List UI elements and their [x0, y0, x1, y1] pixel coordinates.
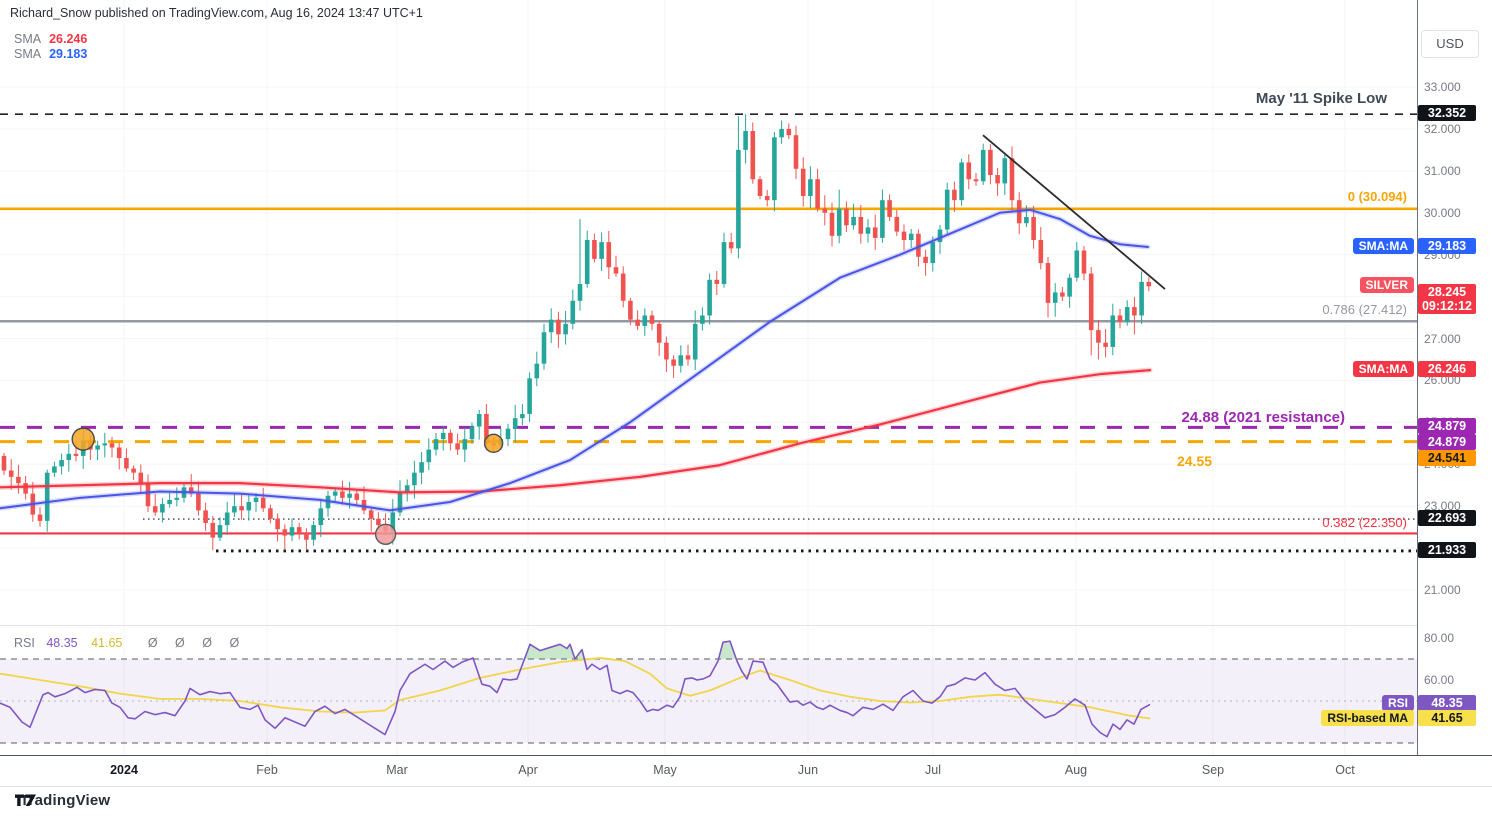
circle-marker [483, 433, 504, 454]
month-label: Mar [386, 763, 408, 777]
price-tick: 30.000 [1424, 205, 1461, 220]
rsi-tick: 60.00 [1424, 673, 1455, 687]
annotation-label: 0.382 (22.350) [1322, 515, 1407, 531]
sma-legend-row[interactable]: SMA 26.246 [14, 32, 88, 46]
price-axis[interactable]: 33.00032.00031.00030.00029.00028.00027.0… [1418, 0, 1492, 755]
axis-badge: 28.245 09:12:12 [1418, 284, 1476, 315]
month-label: Sep [1201, 763, 1225, 777]
rsi-overbought-fill [524, 644, 575, 659]
axis-badge: 24.879 [1418, 418, 1476, 435]
month-label: Aug [1064, 763, 1088, 777]
rsi-pane-separator[interactable] [0, 625, 1417, 626]
chart-title: Richard_Snow published on TradingView.co… [10, 6, 423, 20]
series-pill-sma-ma[interactable]: SMA:MA [1352, 238, 1414, 254]
rsi-overbought-fill [718, 641, 737, 659]
rsi-value: 48.35 [46, 636, 78, 650]
sma-legend-row[interactable]: SMA 29.183 [14, 47, 88, 61]
axis-badge: 29.183 [1418, 238, 1476, 254]
axis-badge: 24.541 [1418, 449, 1476, 466]
axis-badge: 41.65 [1418, 709, 1476, 726]
trendline [982, 134, 1166, 290]
series-pill-rsi-based-ma[interactable]: RSI-based MA [1321, 709, 1414, 726]
footer: TradingView [14, 792, 110, 809]
sma-halo [0, 367, 1153, 495]
time-axis-separator [0, 755, 1492, 756]
axis-badge: 24.879 [1418, 434, 1476, 451]
month-label: May [653, 763, 677, 777]
circle-marker [374, 523, 397, 545]
axis-badge: 32.352 [1418, 105, 1476, 122]
circle-marker [71, 427, 95, 451]
rsi-empty-placeholders: Ø Ø Ø Ø [147, 636, 240, 650]
rsi-ma-value: 41.65 [91, 636, 123, 650]
month-label: Jun [797, 763, 819, 777]
rsi-tick: 80.00 [1424, 631, 1455, 645]
annotation-label: May '11 Spike Low [1255, 90, 1387, 108]
rsi-line [0, 657, 1151, 720]
sma-line [0, 208, 1149, 512]
month-label: Oct [1335, 763, 1355, 777]
price-tick: 33.000 [1424, 80, 1461, 94]
axis-badge: 22.693 [1418, 510, 1476, 527]
currency-button[interactable]: USD [1421, 30, 1479, 58]
rsi-legend: RSI 48.35 41.65 Ø Ø Ø Ø [14, 636, 239, 650]
series-pill-silver[interactable]: SILVER [1359, 277, 1414, 294]
axis-badge: 26.246 [1418, 361, 1476, 378]
annotation-label: 0 (30.094) [1347, 188, 1407, 204]
rsi-legend-label: RSI [14, 636, 35, 650]
bottom-border [0, 786, 1492, 787]
time-axis[interactable]: 2024 Feb Mar Apr May Jun Jul Aug Sep Oct [0, 756, 1492, 786]
series-pill-sma-ma[interactable]: SMA:MA [1352, 361, 1414, 378]
price-tick: 23.000 [1424, 499, 1461, 514]
price-tick: 31.000 [1424, 163, 1461, 178]
annotation-label: 24.55 [1176, 452, 1212, 469]
month-label: Jul [925, 763, 941, 777]
price-tick: 27.000 [1424, 331, 1461, 346]
month-label: 2024 [110, 763, 138, 777]
axis-badge: 48.35 [1418, 695, 1476, 712]
price-tick: 32.000 [1424, 121, 1461, 136]
axis-badge: 21.933 [1418, 541, 1476, 558]
sma-legend: SMA 26.246 SMA 29.183 [14, 32, 87, 62]
month-label: Apr [518, 763, 538, 777]
price-axis-border [1417, 0, 1418, 755]
annotation-label: 0.786 (27.412) [1322, 302, 1407, 318]
annotation-label: 24.88 (2021 resistance) [1181, 409, 1345, 427]
rsi-line [0, 640, 1151, 738]
price-tick: 21.000 [1424, 583, 1461, 598]
series-pill-rsi[interactable]: RSI [1381, 695, 1414, 712]
sma-line [0, 369, 1152, 494]
tradingview-brand: TradingView [20, 792, 111, 809]
month-label: Feb [256, 763, 278, 777]
